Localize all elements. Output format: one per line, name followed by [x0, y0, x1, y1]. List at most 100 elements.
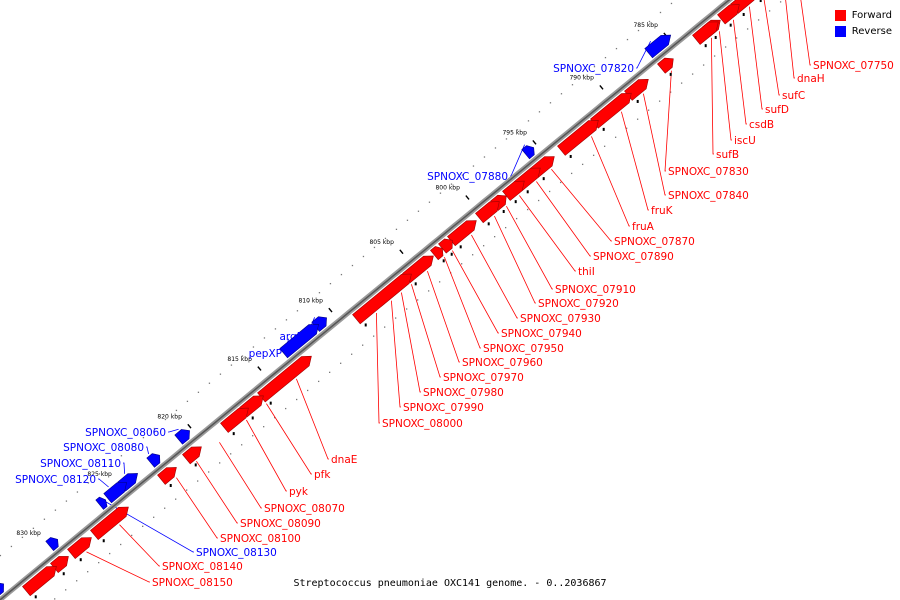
- guide-dot-lower: [779, 1, 782, 3]
- label-leader-line: [266, 403, 312, 475]
- guide-dot-upper: [208, 382, 211, 384]
- tick-mark: [532, 140, 537, 145]
- reverse-gene-arrow: [103, 482, 127, 504]
- label-leader-line: [411, 284, 441, 378]
- guide-dot-upper: [142, 436, 145, 439]
- reverse-gene-label: SPNOXC_08130: [196, 547, 277, 559]
- guide-dot-upper: [626, 38, 629, 41]
- forward-gene-label: dnaH: [797, 73, 825, 85]
- guide-dot-lower: [735, 37, 738, 39]
- gene-marker: [232, 432, 235, 436]
- forward-gene-arrow: [657, 57, 674, 74]
- guide-dot-lower: [405, 308, 408, 310]
- guide-dot-upper: [439, 192, 442, 194]
- label-leader-line: [376, 312, 380, 424]
- guide-dot-upper: [21, 536, 24, 539]
- guide-dot-upper: [395, 228, 398, 230]
- guide-dot-upper: [296, 310, 299, 312]
- forward-gene-label: csdB: [749, 119, 774, 131]
- guide-dot-upper: [197, 391, 200, 393]
- reverse-gene-arrow: [311, 316, 327, 332]
- guide-dot-upper: [186, 400, 189, 403]
- tick-mark: [257, 366, 262, 371]
- guide-dot-upper: [582, 75, 585, 77]
- reverse-gene-arrow: [279, 323, 319, 359]
- forward-gene-label: sufC: [782, 90, 805, 102]
- gene-marker: [34, 595, 37, 599]
- gene-marker: [542, 177, 545, 181]
- gene-marker: [526, 190, 529, 194]
- reverse-gene-label: SPNOXC_08060: [85, 427, 166, 439]
- guide-dot-upper: [175, 409, 178, 412]
- guide-dot-lower: [307, 389, 309, 392]
- guide-dot-upper: [318, 292, 321, 294]
- guide-dot-lower: [208, 471, 210, 473]
- reverse-gene-label: SPNOXC_07880: [427, 171, 508, 183]
- reverse-gene-arrow: [644, 34, 672, 59]
- guide-dot-lower: [768, 10, 771, 12]
- guide-dot-upper: [274, 328, 277, 330]
- forward-gene-arrow: [22, 565, 57, 597]
- tick-label: 805 kbp: [369, 239, 394, 246]
- forward-gene-arrow: [430, 246, 444, 261]
- guide-dot-lower: [537, 199, 540, 202]
- reverse-swatch: [834, 25, 846, 37]
- forward-gene-label: fruA: [632, 221, 655, 233]
- forward-gene-label: SPNOXC_07870: [614, 236, 695, 248]
- label-leader-line: [196, 460, 238, 524]
- guide-dot-upper: [637, 29, 640, 32]
- gene-marker: [102, 539, 105, 543]
- guide-dot-lower: [515, 217, 518, 220]
- forward-gene-arrow: [438, 238, 453, 254]
- guide-dot-lower: [285, 407, 287, 410]
- tick-label: 800 kbp: [435, 185, 460, 192]
- guide-dot-upper: [527, 120, 530, 122]
- guide-dot-lower: [219, 462, 221, 464]
- tick-label: 825 kbp: [87, 471, 112, 478]
- guide-dot-lower: [296, 398, 298, 401]
- label-leader-line: [785, 0, 795, 79]
- forward-gene-label: pfk: [314, 469, 331, 481]
- guide-dot-lower: [460, 263, 463, 265]
- forward-gene-label: SPNOXC_07750: [813, 60, 894, 72]
- label-leader-line: [146, 446, 149, 455]
- forward-gene-label: thiI: [578, 266, 595, 278]
- gene-marker: [487, 222, 490, 226]
- tick-mark: [328, 307, 333, 313]
- guide-dot-upper: [219, 373, 222, 375]
- reverse-gene-label: SPNOXC_07820: [553, 63, 634, 75]
- label-leader-line: [519, 195, 576, 272]
- guide-dot-upper: [450, 183, 453, 185]
- guide-dot-lower: [109, 552, 111, 555]
- label-leader-line: [621, 111, 649, 211]
- guide-dot-lower: [658, 100, 661, 102]
- gene-marker: [442, 259, 445, 263]
- forward-gene-arrow: [352, 273, 412, 325]
- guide-dot-lower: [581, 163, 584, 166]
- forward-gene-label: SPNOXC_07950: [483, 343, 564, 355]
- label-leader-line: [800, 0, 811, 66]
- guide-dot-lower: [76, 580, 78, 582]
- gene-marker: [364, 323, 367, 327]
- tick-mark: [187, 423, 192, 429]
- forward-gene-arrow: [447, 220, 477, 247]
- guide-dot-lower: [526, 208, 529, 211]
- guide-dot-lower: [120, 543, 122, 546]
- forward-gene-arrow: [67, 537, 92, 560]
- label-leader-line: [296, 378, 329, 460]
- guide-dot-upper: [362, 255, 365, 258]
- guide-dot-upper: [10, 545, 13, 548]
- forward-gene-label: SPNOXC_07930: [520, 313, 601, 325]
- forward-gene-label: SPNOXC_07920: [538, 298, 619, 310]
- guide-dot-upper: [43, 518, 46, 520]
- forward-gene-arrow: [475, 201, 500, 224]
- reverse-gene-arrow: [174, 429, 190, 445]
- legend-forward: Forward: [834, 8, 892, 22]
- reverse-gene-arrow: [0, 582, 4, 596]
- reverse-gene-arrow: [521, 145, 535, 160]
- guide-dot-lower: [197, 480, 199, 482]
